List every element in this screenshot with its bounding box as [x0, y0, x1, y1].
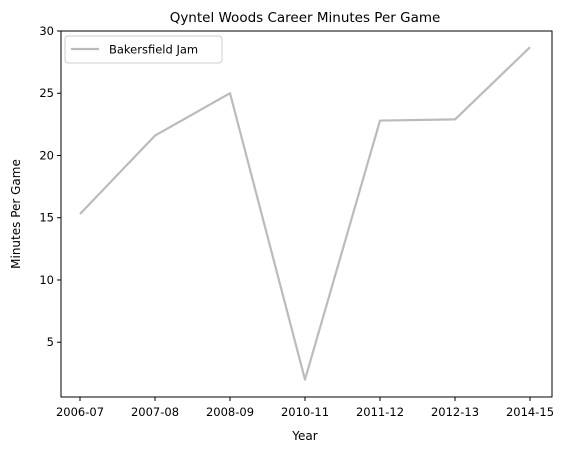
y-axis-label: Minutes Per Game [9, 159, 23, 269]
y-tick-label: 10 [39, 273, 54, 287]
plot-area [60, 30, 553, 398]
y-tick-label: 25 [39, 86, 54, 100]
x-tick-label: 2014-15 [506, 405, 554, 419]
legend: Bakersfield Jam [64, 35, 223, 64]
x-axis: 2006-07 2007-08 2008-09 2010-11 2011-12 2012-… [56, 397, 554, 419]
legend-label: Bakersfield Jam [109, 43, 198, 57]
y-tick-label: 20 [39, 148, 54, 162]
x-axis-label: Year [291, 429, 317, 443]
x-tick-label: 2012-13 [431, 405, 479, 419]
x-tick-label: 2011-12 [356, 405, 404, 419]
y-tick-label: 15 [39, 211, 54, 225]
x-tick-label: 2006-07 [56, 405, 104, 419]
series-group [79, 46, 531, 381]
x-tick-label: 2007-08 [131, 405, 179, 419]
legend-box [64, 35, 223, 64]
x-tick-label: 2008-09 [206, 405, 254, 419]
y-axis: 5 10 15 20 25 30 [39, 24, 61, 349]
series-line [79, 46, 531, 381]
chart-title: Qyntel Woods Career Minutes Per Game [170, 10, 441, 26]
y-tick-label: 5 [47, 335, 54, 349]
y-tick-label: 30 [39, 24, 54, 38]
x-tick-label: 2010-11 [281, 405, 329, 419]
